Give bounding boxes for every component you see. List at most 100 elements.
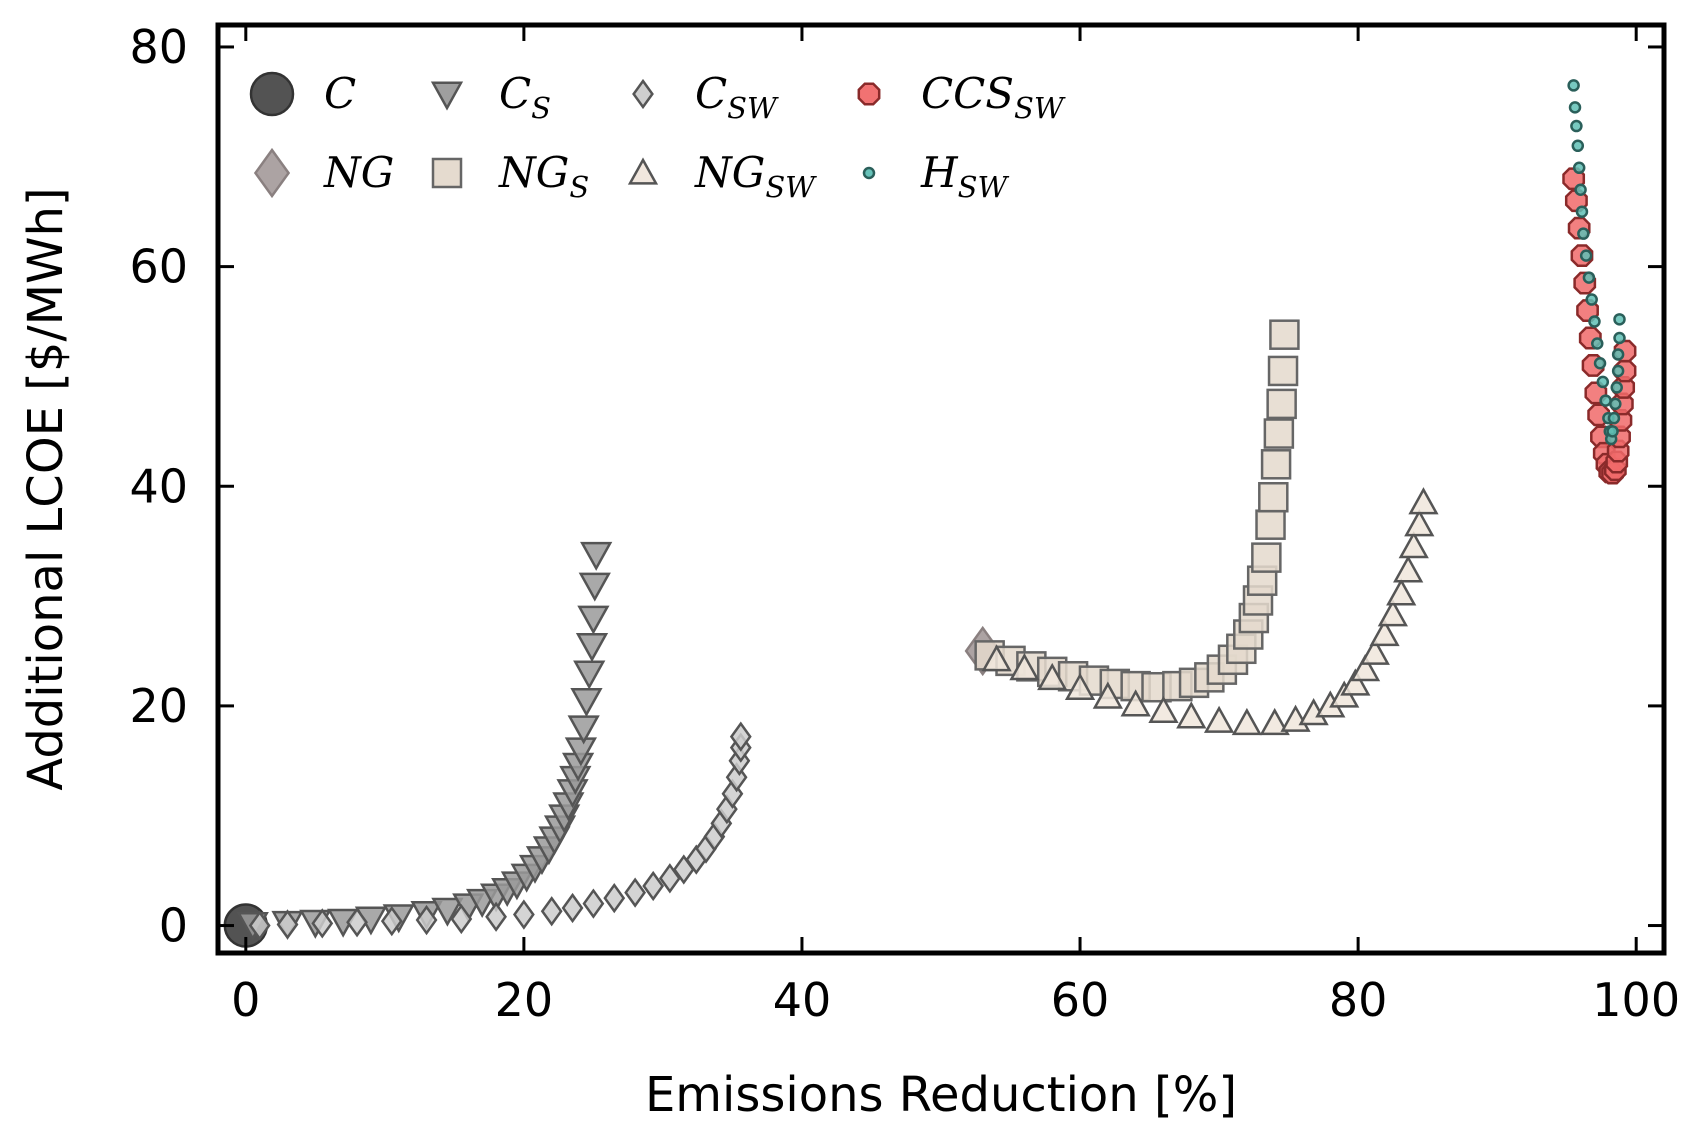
legend-marker	[431, 157, 463, 189]
data-point	[570, 687, 603, 717]
data-point	[1377, 599, 1408, 627]
data-point	[582, 888, 605, 919]
x-tick-label: 20	[495, 973, 554, 1027]
data-point	[1574, 183, 1587, 196]
data-point	[1613, 331, 1626, 345]
data-point	[1588, 315, 1601, 328]
data-point	[603, 882, 626, 914]
data-point	[1575, 205, 1589, 218]
data-point	[1613, 313, 1626, 326]
data-point	[1582, 271, 1596, 284]
legend-entry-ng: NG	[253, 147, 394, 199]
data-marks	[223, 79, 1637, 948]
series-ng-sw	[981, 487, 1439, 736]
data-point	[1266, 388, 1297, 420]
data-point	[415, 904, 438, 936]
data-point	[729, 721, 752, 752]
data-point	[580, 541, 613, 571]
data-point	[1579, 249, 1593, 262]
data-point	[1203, 705, 1235, 733]
data-point	[981, 644, 1012, 672]
plot-frame	[215, 22, 1667, 956]
legend-label: NG	[323, 148, 394, 197]
data-point	[1260, 449, 1292, 480]
data-point	[1585, 293, 1598, 306]
legend-label: NGS	[498, 148, 589, 204]
legend-marker	[627, 157, 659, 185]
x-tick-label: 60	[1051, 973, 1110, 1027]
data-point	[1596, 375, 1610, 389]
data-point	[1611, 348, 1625, 361]
data-point	[1120, 689, 1151, 717]
data-point	[1570, 119, 1583, 133]
legend-label: NGSW	[694, 148, 817, 204]
legend-label: CSW	[695, 69, 779, 125]
series-h-sw	[1567, 79, 1626, 446]
legend-marker	[253, 147, 291, 199]
data-point	[624, 877, 647, 908]
data-point	[1340, 668, 1371, 696]
data-point	[1255, 509, 1286, 540]
x-axis-label: Emissions Reduction [%]	[645, 1067, 1237, 1123]
data-point	[1092, 681, 1123, 709]
data-point	[1610, 381, 1623, 394]
x-tick-label: 0	[231, 973, 260, 1027]
data-point	[276, 909, 299, 940]
data-point	[1606, 425, 1619, 438]
data-point	[1567, 79, 1580, 92]
legend-marker	[857, 82, 881, 106]
data-point	[485, 901, 507, 932]
y-tick-label: 20	[129, 679, 188, 733]
data-point	[431, 897, 464, 927]
legend-entry-ng-sw: NGSW	[627, 148, 817, 204]
data-point	[1258, 481, 1289, 513]
data-point	[1593, 357, 1607, 370]
data-point	[567, 715, 600, 745]
data-point	[561, 892, 584, 924]
legend-label: HSW	[920, 148, 1010, 204]
data-point	[1263, 418, 1295, 449]
series-ccs-sw	[1562, 167, 1637, 485]
data-point	[1572, 161, 1586, 175]
x-tick-label: 40	[773, 973, 832, 1027]
data-point	[380, 906, 403, 937]
data-point	[1609, 397, 1622, 411]
data-point	[1251, 542, 1282, 573]
data-point	[1591, 337, 1604, 350]
data-point	[346, 907, 368, 938]
data-point	[1369, 618, 1400, 647]
y-tick-label: 60	[129, 240, 188, 294]
y-axis-label: Additional LCOE [$/MWh]	[18, 187, 74, 790]
data-point	[575, 633, 609, 663]
data-point	[1231, 707, 1263, 736]
data-point	[577, 605, 610, 635]
x-tick-label: 80	[1329, 973, 1388, 1027]
data-point	[1267, 355, 1299, 387]
y-tick-label: 80	[129, 20, 188, 74]
data-point	[1568, 101, 1582, 114]
y-tick-label: 40	[129, 459, 188, 513]
data-point	[1148, 695, 1179, 724]
data-point	[1404, 509, 1435, 537]
series-c-sw	[248, 721, 752, 941]
legend-entry-ng-s: NGS	[431, 148, 589, 204]
legend-label: CS	[499, 69, 551, 125]
data-point	[573, 660, 606, 690]
data-point	[1037, 662, 1068, 691]
legend-entry-c: C	[249, 69, 356, 118]
legend-marker	[249, 71, 295, 117]
data-point	[1571, 139, 1585, 153]
y-tick-label: 0	[159, 899, 188, 953]
legend-marker	[862, 166, 876, 180]
data-point	[1607, 411, 1621, 425]
data-point	[1359, 637, 1390, 665]
data-point	[578, 572, 611, 602]
legend-label: C	[324, 69, 356, 118]
data-point	[248, 910, 271, 941]
data-point	[1176, 701, 1207, 729]
legend-marker	[632, 78, 654, 110]
data-point	[1398, 531, 1429, 559]
series-ng-s	[974, 319, 1300, 703]
